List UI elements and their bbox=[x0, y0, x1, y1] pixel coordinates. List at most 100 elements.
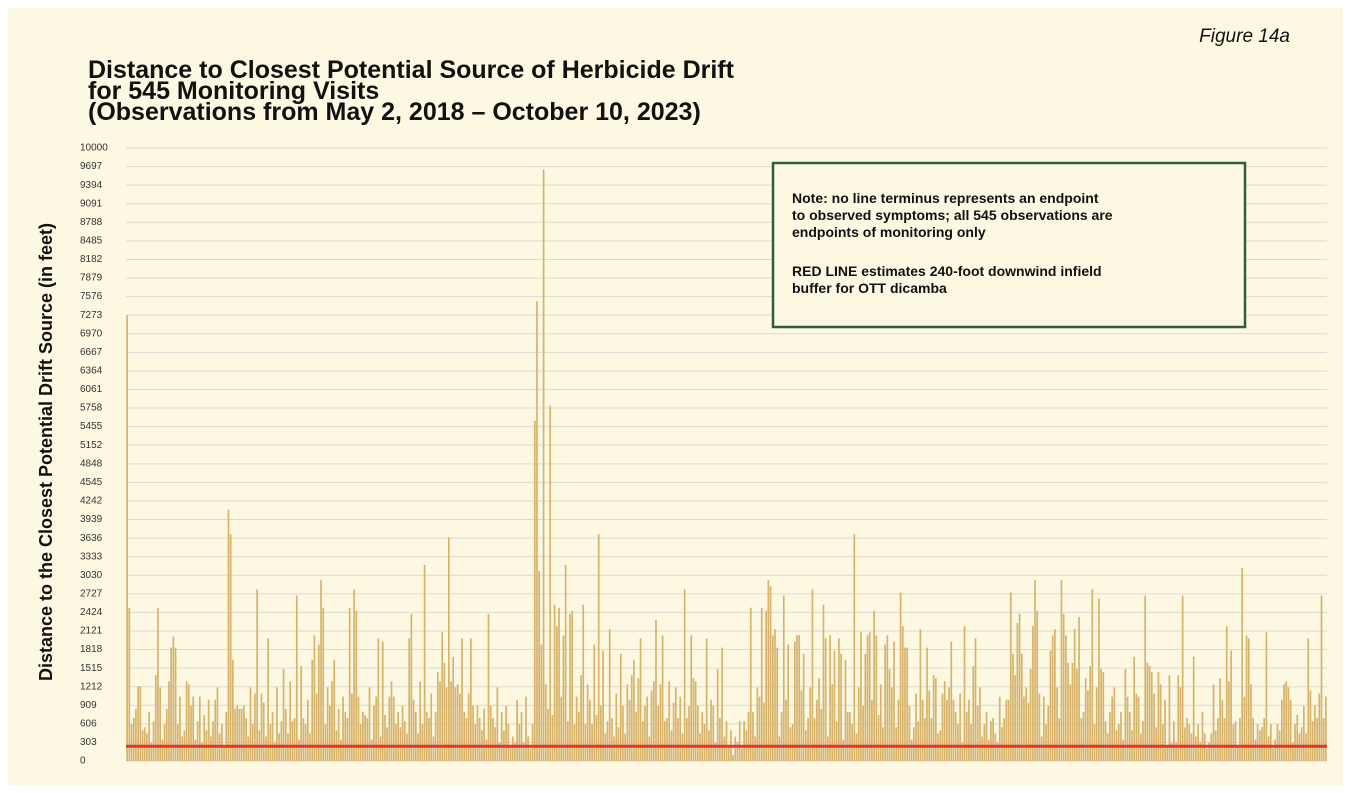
bar bbox=[650, 690, 653, 761]
bar bbox=[492, 718, 494, 761]
bar bbox=[364, 715, 366, 761]
bar bbox=[187, 684, 190, 761]
bar bbox=[1091, 589, 1094, 761]
bar bbox=[560, 696, 563, 761]
bar bbox=[531, 724, 534, 761]
bar bbox=[1175, 742, 1177, 761]
bar bbox=[472, 705, 474, 761]
bar bbox=[410, 613, 413, 761]
bar bbox=[774, 629, 776, 761]
bar bbox=[1294, 724, 1296, 761]
bar bbox=[1117, 724, 1120, 761]
bar bbox=[201, 742, 203, 761]
bar bbox=[617, 727, 620, 761]
bar bbox=[765, 610, 768, 761]
bar bbox=[866, 635, 869, 761]
bar bbox=[1157, 672, 1160, 761]
note-line: to observed symptoms; all 545 observatio… bbox=[792, 207, 1113, 223]
bar bbox=[767, 580, 770, 761]
note-box bbox=[771, 161, 1247, 329]
bar bbox=[888, 669, 891, 761]
bar bbox=[776, 647, 779, 761]
bar bbox=[875, 635, 878, 761]
bar bbox=[716, 669, 719, 761]
bar bbox=[467, 693, 470, 761]
bar bbox=[873, 610, 875, 761]
bar bbox=[580, 675, 582, 761]
bar bbox=[1128, 711, 1131, 761]
bar bbox=[256, 589, 258, 761]
y-tick-label: 2424 bbox=[80, 607, 103, 618]
bar bbox=[760, 607, 763, 761]
bar bbox=[1109, 711, 1111, 761]
bar bbox=[137, 686, 139, 761]
bar bbox=[388, 696, 391, 761]
bar bbox=[304, 724, 307, 761]
y-tick-label: 4848 bbox=[80, 458, 103, 469]
bar bbox=[412, 699, 415, 761]
bar bbox=[628, 699, 631, 761]
bar bbox=[1225, 626, 1228, 761]
y-tick-label: 0 bbox=[80, 756, 86, 767]
bar bbox=[337, 708, 340, 761]
bar bbox=[1256, 724, 1259, 761]
bar bbox=[904, 647, 906, 761]
bar bbox=[738, 721, 741, 761]
bar bbox=[663, 721, 666, 761]
bar bbox=[710, 699, 712, 761]
bar bbox=[1230, 650, 1232, 761]
bar bbox=[771, 635, 774, 761]
bar bbox=[780, 711, 783, 761]
bar bbox=[306, 699, 309, 761]
bar bbox=[694, 681, 697, 761]
bar bbox=[1223, 718, 1226, 761]
note-line: Note: no line terminus represents an end… bbox=[792, 190, 1099, 206]
bar bbox=[1135, 693, 1138, 761]
bar bbox=[161, 739, 164, 761]
bar bbox=[862, 705, 864, 761]
bar bbox=[1186, 718, 1188, 761]
y-tick-label: 3030 bbox=[80, 570, 103, 581]
bar bbox=[917, 721, 920, 761]
y-tick-label: 9091 bbox=[80, 198, 103, 209]
bar bbox=[1027, 702, 1030, 761]
bar bbox=[1102, 672, 1105, 761]
bar bbox=[494, 727, 496, 761]
bar bbox=[919, 629, 922, 761]
bar bbox=[831, 684, 834, 761]
bar bbox=[496, 687, 499, 761]
bar bbox=[860, 632, 862, 761]
bar bbox=[430, 693, 433, 761]
bar bbox=[930, 718, 933, 761]
bar bbox=[597, 534, 600, 761]
bar bbox=[159, 687, 161, 761]
bar bbox=[990, 721, 992, 761]
bar bbox=[1303, 705, 1305, 761]
bar bbox=[1188, 724, 1191, 761]
bar bbox=[1241, 567, 1243, 761]
bar bbox=[842, 739, 845, 761]
bar bbox=[593, 644, 596, 761]
bar bbox=[1206, 748, 1208, 761]
chart-title: Distance to Closest Potential Source of … bbox=[88, 56, 735, 126]
bar bbox=[965, 711, 968, 761]
bar bbox=[1014, 675, 1017, 761]
bar bbox=[677, 718, 679, 761]
bar bbox=[879, 684, 882, 761]
bar bbox=[972, 665, 975, 761]
bar bbox=[443, 662, 446, 761]
bar bbox=[1016, 623, 1019, 761]
bar bbox=[355, 610, 358, 761]
bar bbox=[844, 659, 847, 761]
bar bbox=[1314, 705, 1316, 761]
bar bbox=[533, 420, 536, 761]
bar bbox=[849, 711, 851, 761]
y-tick-label: 6364 bbox=[80, 366, 103, 377]
bar bbox=[249, 687, 252, 761]
bar bbox=[381, 641, 384, 761]
bar bbox=[796, 635, 798, 761]
y-tick-label: 1212 bbox=[80, 681, 103, 692]
bar bbox=[555, 626, 558, 761]
bar bbox=[1199, 742, 1202, 761]
bar bbox=[397, 711, 399, 761]
